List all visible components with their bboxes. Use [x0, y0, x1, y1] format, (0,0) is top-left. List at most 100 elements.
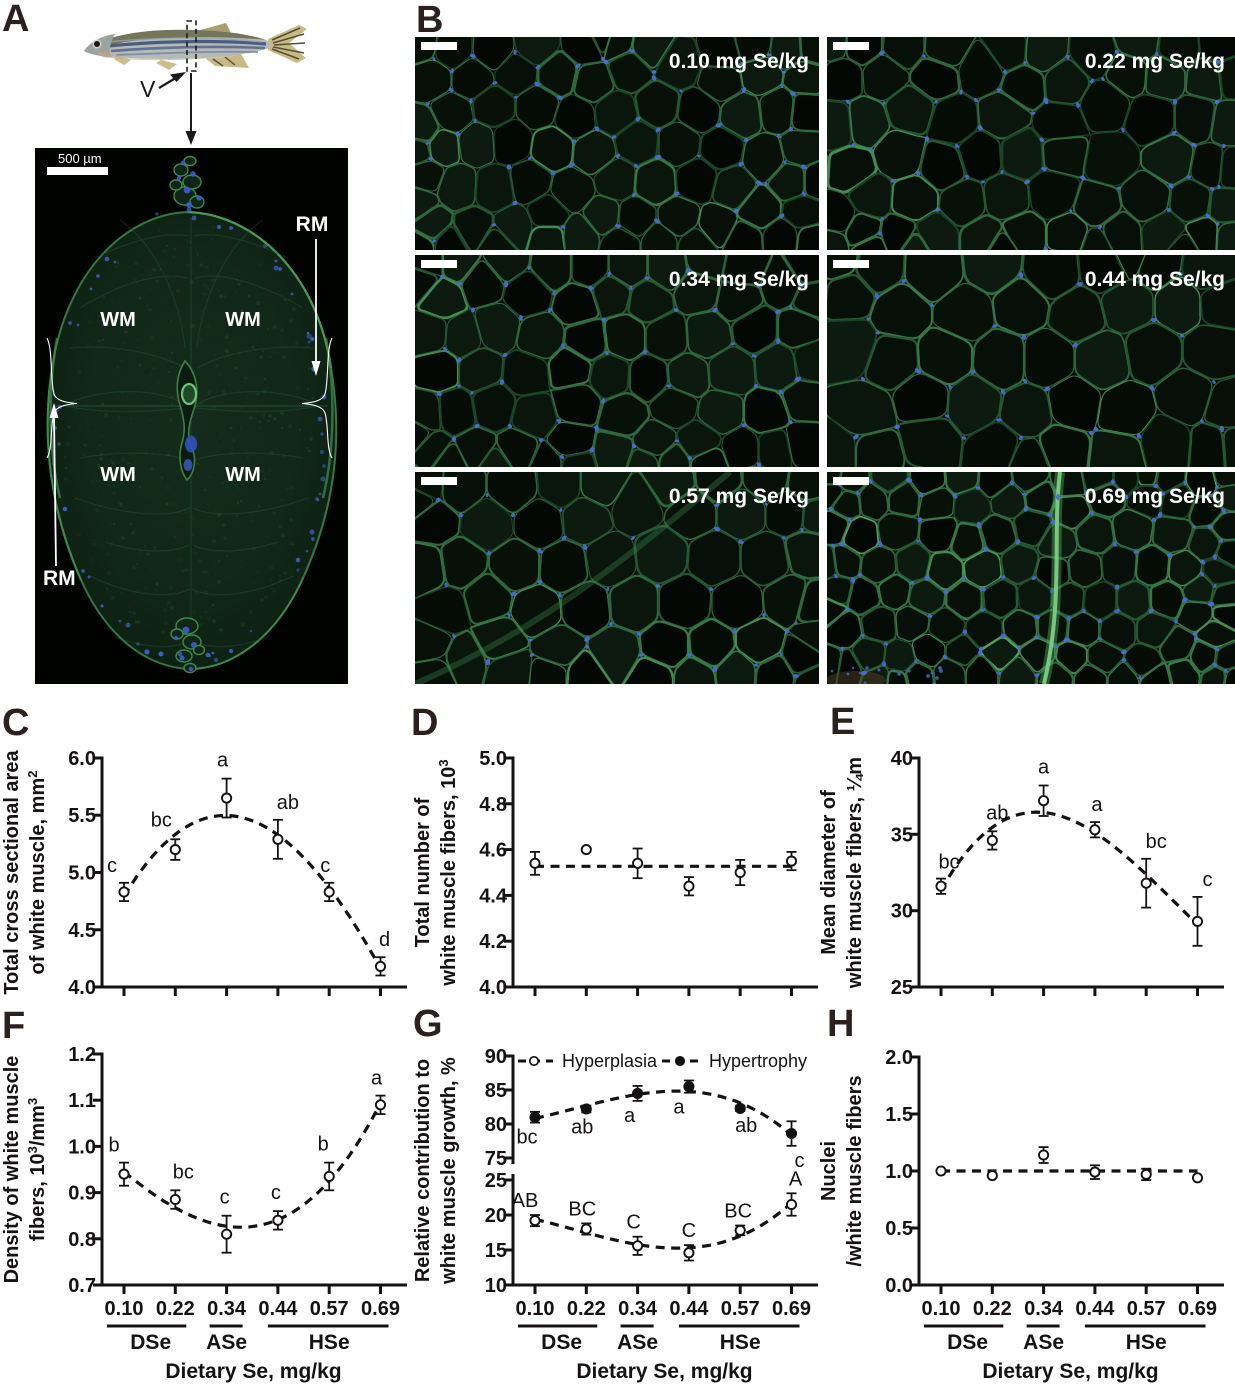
- svg-text:bc: bc: [173, 1161, 194, 1183]
- svg-text:AB: AB: [512, 1190, 539, 1212]
- svg-text:0.5: 0.5: [885, 1218, 913, 1240]
- svg-text:ASe: ASe: [206, 1331, 247, 1354]
- svg-text:0.22: 0.22: [156, 1298, 195, 1320]
- svg-text:white muscle growth, %: white muscle growth, %: [438, 1057, 460, 1285]
- svg-text:0.69: 0.69: [1178, 1298, 1217, 1320]
- svg-text:0.69 mg Se/kg: 0.69 mg Se/kg: [1085, 485, 1225, 508]
- svg-text:ASe: ASe: [617, 1331, 658, 1354]
- svg-text:d: d: [379, 929, 390, 951]
- svg-text:RM: RM: [43, 567, 76, 590]
- svg-text:20: 20: [485, 1205, 507, 1227]
- svg-text:0.10 mg Se/kg: 0.10 mg Se/kg: [669, 50, 809, 73]
- svg-text:0.0: 0.0: [885, 1275, 913, 1297]
- svg-text:a: a: [1091, 794, 1103, 816]
- svg-text:0.8: 0.8: [68, 1229, 96, 1251]
- svg-text:80: 80: [485, 1114, 507, 1136]
- svg-text:1.0: 1.0: [885, 1161, 913, 1183]
- svg-text:ab: ab: [571, 1116, 593, 1138]
- svg-text:30: 30: [891, 901, 913, 923]
- svg-text:0.9: 0.9: [68, 1183, 96, 1205]
- svg-text:C: C: [682, 1220, 696, 1242]
- svg-text:4.8: 4.8: [479, 794, 507, 816]
- svg-text:4.6: 4.6: [479, 840, 507, 862]
- svg-text:c: c: [271, 1182, 281, 1204]
- svg-text:1.5: 1.5: [885, 1104, 913, 1126]
- svg-text:0.10: 0.10: [922, 1298, 961, 1320]
- svg-text:Dietary Se, mg/kg: Dietary Se, mg/kg: [576, 1360, 752, 1383]
- svg-text:0.10: 0.10: [105, 1298, 144, 1320]
- svg-text:/white muscle fibers: /white muscle fibers: [844, 1075, 866, 1266]
- svg-text:0.57: 0.57: [721, 1298, 760, 1320]
- svg-text:bc: bc: [1146, 831, 1167, 853]
- svg-text:75: 75: [485, 1148, 507, 1170]
- svg-text:b: b: [318, 1134, 329, 1156]
- svg-text:bc: bc: [151, 809, 172, 831]
- svg-text:85: 85: [485, 1080, 507, 1102]
- svg-text:500 µm: 500 µm: [58, 151, 102, 166]
- svg-text:Density of white muscle: Density of white muscle: [1, 1056, 23, 1284]
- svg-text:5.0: 5.0: [479, 748, 507, 770]
- svg-text:40: 40: [891, 748, 913, 770]
- svg-text:0.44: 0.44: [669, 1298, 709, 1320]
- svg-text:c: c: [1203, 869, 1213, 891]
- svg-text:b: b: [108, 1135, 119, 1157]
- svg-text:10: 10: [485, 1275, 507, 1297]
- svg-text:Dietary Se, mg/kg: Dietary Se, mg/kg: [165, 1360, 341, 1383]
- svg-text:WM: WM: [225, 309, 261, 331]
- svg-text:c: c: [220, 1187, 230, 1209]
- svg-text:5.5: 5.5: [68, 805, 96, 827]
- svg-text:0.10: 0.10: [516, 1298, 555, 1320]
- svg-text:white muscle fibers, 103: white muscle fibers, 103: [436, 759, 460, 986]
- svg-text:0.69: 0.69: [361, 1298, 400, 1320]
- svg-text:0.22: 0.22: [973, 1298, 1012, 1320]
- svg-text:4.0: 4.0: [68, 977, 96, 999]
- svg-text:25: 25: [891, 977, 913, 999]
- svg-text:Nuclei: Nuclei: [818, 1141, 840, 1201]
- svg-text:0.44 mg Se/kg: 0.44 mg Se/kg: [1085, 268, 1225, 291]
- svg-text:HSe: HSe: [1126, 1331, 1167, 1354]
- svg-text:4.0: 4.0: [479, 977, 507, 999]
- svg-text:0.7: 0.7: [68, 1275, 96, 1297]
- svg-text:ab: ab: [986, 802, 1008, 824]
- svg-text:0.57: 0.57: [1127, 1298, 1166, 1320]
- svg-text:1.0: 1.0: [68, 1136, 96, 1158]
- svg-text:DSe: DSe: [541, 1331, 582, 1354]
- svg-text:6.0: 6.0: [68, 748, 96, 770]
- svg-text:WM: WM: [100, 309, 136, 331]
- svg-text:Relative contribution to: Relative contribution to: [412, 1059, 434, 1282]
- svg-text:Total number of: Total number of: [412, 797, 434, 947]
- svg-text:BC: BC: [724, 1201, 752, 1223]
- svg-text:Mean diameter of: Mean diameter of: [818, 790, 840, 955]
- svg-text:0.22: 0.22: [567, 1298, 606, 1320]
- svg-text:0.44: 0.44: [258, 1298, 298, 1320]
- svg-text:0.34: 0.34: [618, 1298, 658, 1320]
- svg-text:c: c: [320, 855, 330, 877]
- svg-text:90: 90: [485, 1046, 507, 1068]
- svg-text:0.44: 0.44: [1075, 1298, 1115, 1320]
- svg-text:0.69: 0.69: [772, 1298, 811, 1320]
- svg-text:DSe: DSe: [947, 1331, 988, 1354]
- svg-text:A: A: [789, 1168, 803, 1190]
- svg-text:fibers, 103/mm3: fibers, 103/mm3: [25, 1098, 49, 1241]
- svg-text:V: V: [140, 76, 156, 102]
- svg-text:DSe: DSe: [130, 1331, 171, 1354]
- svg-text:0.34: 0.34: [207, 1298, 247, 1320]
- svg-text:ab: ab: [277, 792, 299, 814]
- svg-text:ASe: ASe: [1023, 1331, 1064, 1354]
- svg-text:of white muscle, mm2: of white muscle, mm2: [25, 771, 49, 975]
- svg-text:2.0: 2.0: [885, 1047, 913, 1069]
- svg-text:a: a: [624, 1105, 636, 1127]
- svg-text:white muscle fibers, ¼m: white muscle fibers, ¼m: [844, 757, 866, 989]
- svg-text:c: c: [107, 855, 117, 877]
- svg-text:4.5: 4.5: [68, 920, 96, 942]
- svg-text:0.57: 0.57: [310, 1298, 349, 1320]
- svg-text:1.2: 1.2: [68, 1044, 96, 1066]
- svg-text:a: a: [1038, 757, 1050, 779]
- svg-text:WM: WM: [100, 464, 136, 486]
- svg-text:4.4: 4.4: [479, 885, 508, 907]
- svg-text:0.34 mg Se/kg: 0.34 mg Se/kg: [669, 268, 809, 291]
- svg-text:Hypertrophy: Hypertrophy: [709, 1051, 807, 1071]
- svg-text:4.2: 4.2: [479, 931, 507, 953]
- svg-text:Total cross sectional area: Total cross sectional area: [1, 750, 23, 995]
- svg-text:a: a: [371, 1068, 383, 1090]
